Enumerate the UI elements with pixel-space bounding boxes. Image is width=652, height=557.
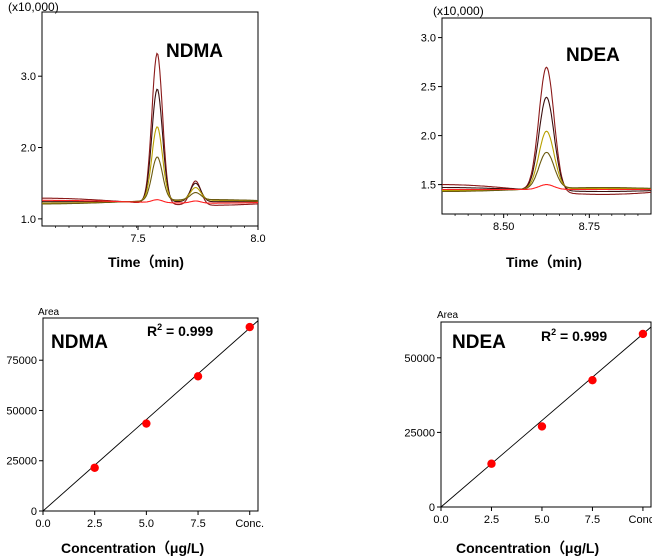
compound-label: NDEA	[566, 45, 620, 66]
y-tick-label: 50000	[6, 405, 37, 417]
x-axis-label: Time（min)	[506, 254, 582, 270]
chromatogram-trace-1	[442, 66, 652, 195]
y-unit-label: Area	[38, 307, 60, 318]
chromatogram-trace-3	[442, 130, 651, 192]
x-tick-label: 7.5	[130, 233, 145, 245]
calibration-point-3	[588, 375, 597, 385]
x-axis-label: Concentration（μg/L)	[456, 540, 599, 556]
calibration-point-4	[245, 322, 254, 332]
y-tick-label: 25000	[404, 427, 435, 439]
ndma-calibration: Area NDMA R2 = 0.999 Concentration（μg/L)…	[6, 307, 264, 556]
chromatogram-trace-3	[42, 126, 258, 204]
plot-frame	[440, 321, 652, 508]
compound-label: NDMA	[166, 41, 223, 62]
chromatogram-trace-5	[442, 184, 651, 191]
x-tick-label: Conc.	[235, 518, 264, 530]
chromatogram-trace-2	[42, 88, 258, 203]
x-tick-label: 0.0	[433, 514, 448, 526]
chromatogram-trace-2	[442, 96, 651, 193]
calibration-point-1	[487, 459, 496, 468]
plot-frame	[42, 317, 259, 512]
x-tick-label: 8.75	[579, 221, 600, 233]
r-squared-label: R2 = 0.999	[541, 327, 607, 344]
x-tick-label: Conc.	[629, 514, 652, 526]
x-tick-label: 7.5	[585, 514, 600, 526]
x-tick-label: 5.0	[139, 518, 154, 530]
x-tick-label: 7.5	[190, 518, 205, 530]
y-tick-label: 25000	[6, 456, 37, 468]
y-tick-label: 0	[31, 506, 37, 518]
calibration-fit-line	[440, 326, 652, 508]
y-tick-label: 50000	[404, 353, 435, 365]
x-tick-label: 5.0	[534, 514, 549, 526]
x-tick-label: 0.0	[35, 518, 50, 530]
x-axis-label: Time（min)	[108, 254, 184, 270]
calibration-point-2	[537, 422, 547, 431]
ndea-chromatogram: (x10,000) NDEA Time（min) 8.50 8.75 1.5 2.0 2…	[421, 4, 652, 270]
x-tick-label: 2.5	[484, 514, 499, 526]
plot-frame	[41, 11, 259, 227]
x-axis-label: Concentration（μg/L)	[61, 540, 204, 556]
y-tick-label: 3.0	[421, 33, 436, 45]
calibration-point-1	[90, 463, 99, 472]
y-tick-label: 1.5	[421, 180, 436, 192]
chromatogram-trace-5	[42, 199, 258, 204]
y-tick-label: 3.0	[21, 71, 36, 83]
calibration-point-2	[142, 419, 151, 428]
y-scale-label: (x10,000)	[8, 0, 59, 14]
chromatogram-trace-4	[42, 156, 258, 205]
y-scale-label: (x10,000)	[433, 4, 484, 18]
compound-label: NDEA	[452, 332, 506, 353]
y-tick-label: 1.0	[21, 214, 36, 226]
y-tick-label: 2.0	[21, 143, 36, 155]
calibration-fit-line	[42, 320, 259, 512]
y-tick-label: 2.5	[421, 82, 436, 94]
y-unit-label: Area	[437, 310, 459, 321]
ndea-calibration: Area NDEA R2 = 0.999 Concentration（μg/L)…	[404, 310, 652, 556]
x-tick-label: 2.5	[87, 518, 102, 530]
y-tick-label: 0	[429, 502, 435, 514]
compound-label: NDMA	[51, 332, 108, 353]
r-squared-label: R2 = 0.999	[147, 322, 213, 339]
chromatogram-trace-1	[42, 52, 259, 206]
ndma-chromatogram: (x10,000) NDMA Time（min) 7.5 8.0 1.0 2.0 3.0	[8, 0, 266, 270]
y-tick-label: 75000	[6, 355, 37, 367]
x-tick-label: 8.50	[493, 221, 514, 233]
calibration-point-3	[193, 372, 203, 381]
calibration-point-4	[638, 329, 648, 339]
x-tick-label: 8.0	[250, 233, 265, 245]
chromatogram-trace-4	[442, 151, 651, 193]
y-tick-label: 2.0	[421, 131, 436, 143]
